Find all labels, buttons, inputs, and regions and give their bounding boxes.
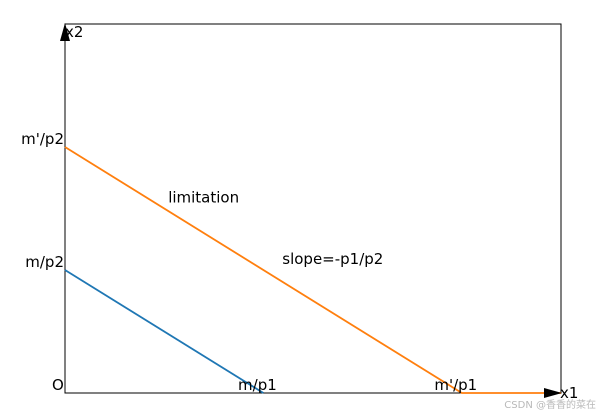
watermark: CSDN @香香的菜在 bbox=[504, 400, 596, 411]
series-line-1 bbox=[64, 269, 264, 394]
origin-label: O bbox=[52, 376, 64, 394]
x-tick-label-1: m/p1 bbox=[238, 376, 277, 394]
x-tick-label-2: m'/p1 bbox=[434, 376, 477, 394]
series-layer bbox=[64, 146, 561, 394]
annotation-2: slope=-p1/p2 bbox=[282, 250, 383, 268]
y-tick-label-1: m/p2 bbox=[25, 253, 64, 271]
y-tick-label-2: m'/p2 bbox=[21, 130, 64, 148]
tick-layer: m/p1 m'/p1 m/p2 m'/p2 bbox=[21, 130, 477, 394]
annotation-layer: limitation slope=-p1/p2 bbox=[168, 188, 383, 268]
plot-frame bbox=[64, 23, 562, 394]
x-axis-label: x1 bbox=[560, 384, 578, 402]
y-axis-label: x2 bbox=[65, 23, 83, 41]
annotation-1: limitation bbox=[168, 188, 239, 206]
x-axis-arrow-icon bbox=[544, 388, 562, 398]
y-axis-arrow-icon bbox=[60, 23, 70, 41]
series-line-2 bbox=[64, 146, 561, 394]
